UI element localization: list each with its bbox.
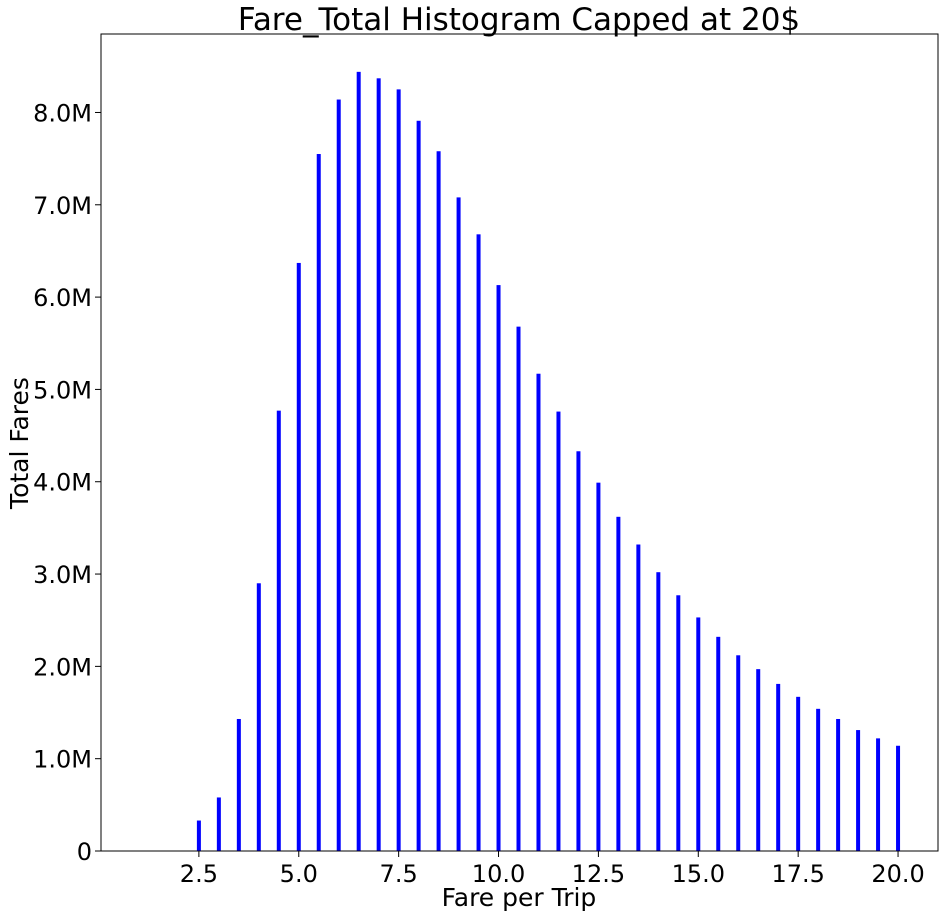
x-tick-label: 17.5: [771, 860, 824, 888]
histogram-bar: [236, 718, 241, 851]
y-tick-label: 3.0M: [33, 561, 92, 589]
x-tick-label: 15.0: [672, 860, 725, 888]
histogram-bar: [316, 154, 321, 851]
y-tick-label: 7.0M: [33, 192, 92, 220]
histogram-bar: [756, 669, 761, 851]
histogram-bar: [776, 683, 781, 851]
histogram-bar: [416, 120, 421, 851]
histogram-bar: [676, 595, 681, 851]
histogram-bar: [356, 71, 361, 852]
histogram-bar: [816, 708, 821, 851]
histogram-bar: [516, 326, 521, 851]
histogram-bar: [896, 745, 901, 851]
histogram-bar: [396, 89, 401, 851]
histogram-bar: [736, 655, 741, 851]
histogram-bar: [376, 78, 381, 851]
y-tick-label: 1.0M: [33, 746, 92, 774]
y-axis-label: Total Fares: [5, 377, 34, 510]
histogram-bar: [296, 262, 301, 851]
histogram-bar: [536, 373, 541, 851]
y-tick-label: 6.0M: [33, 284, 92, 312]
histogram-bar: [696, 617, 701, 851]
y-axis: 0 1.0M 2.0M 3.0M 4.0M 5.0M 6.0M 7.0M 8.0M: [33, 99, 101, 866]
histogram-bar: [276, 410, 281, 851]
histogram-bar: [856, 730, 861, 851]
histogram-bar: [336, 99, 341, 852]
histogram-bar: [576, 451, 581, 851]
x-tick-label: 7.5: [380, 860, 418, 888]
histogram-bar: [216, 797, 221, 851]
histogram-bar: [636, 544, 641, 851]
x-tick-label: 12.5: [572, 860, 625, 888]
histogram-bar: [436, 151, 441, 852]
histogram-bar: [556, 411, 561, 851]
histogram-bar: [656, 572, 661, 851]
bars-group: [196, 71, 901, 852]
histogram-bar: [256, 583, 261, 851]
y-tick-label: 4.0M: [33, 469, 92, 497]
x-axis-label: Fare per Trip: [442, 883, 597, 912]
x-tick-label: 5.0: [280, 860, 318, 888]
histogram-bar: [456, 197, 461, 851]
histogram-bar: [476, 234, 481, 851]
x-tick-label: 2.5: [180, 860, 218, 888]
histogram-bar: [616, 516, 621, 851]
x-axis: 2.5 5.0 7.5 10.0 12.5 15.0 17.5 20.0: [180, 851, 925, 888]
y-tick-label: 0: [77, 838, 92, 866]
histogram-bar: [196, 820, 201, 851]
x-tick-label: 20.0: [871, 860, 924, 888]
y-tick-label: 8.0M: [33, 99, 92, 127]
histogram-bar: [836, 718, 841, 851]
histogram-bar: [876, 738, 881, 851]
y-tick-label: 5.0M: [33, 376, 92, 404]
histogram-bar: [496, 285, 501, 852]
plot-frame: [100, 33, 939, 852]
histogram-bar: [796, 696, 801, 851]
histogram-bar: [716, 636, 721, 851]
chart-title: Fare_Total Histogram Capped at 20$: [238, 2, 800, 38]
x-tick-label: 10.0: [472, 860, 525, 888]
histogram-bar: [596, 482, 601, 851]
y-tick-label: 2.0M: [33, 653, 92, 681]
